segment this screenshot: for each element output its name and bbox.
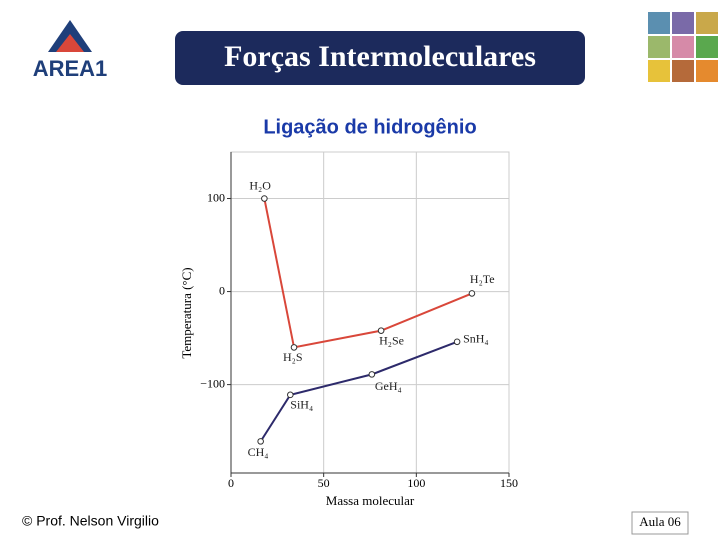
slide-subtitle: Ligação de hidrogênio [263, 116, 476, 138]
point [261, 195, 268, 202]
point [468, 290, 476, 297]
logo: AREA1 [33, 20, 108, 81]
slide-title: Forças Intermoleculares [224, 40, 536, 73]
logo-text: AREA1 [33, 56, 108, 81]
photo [648, 36, 670, 58]
point-label: H₂Te [470, 272, 495, 286]
photo [696, 12, 718, 34]
series-line [259, 340, 458, 442]
point-label: SiH₄ [290, 398, 313, 412]
y-tick-label: 0 [219, 283, 225, 297]
point-label: CH₄ [248, 445, 269, 459]
y-tick-label: 100 [207, 190, 225, 204]
point [453, 338, 461, 346]
point [368, 371, 376, 378]
point-label: H₂O [249, 178, 271, 192]
photo-collage [648, 12, 718, 82]
point [287, 391, 294, 399]
plot-frame [230, 151, 510, 474]
lesson-label: Aula 06 [639, 514, 681, 529]
title-banner [175, 31, 585, 85]
lesson-box [631, 511, 689, 535]
photo [648, 60, 670, 82]
footer: © Prof. Nelson Virgilio [22, 513, 159, 529]
photo [696, 36, 718, 58]
point-label: GeH₄ [375, 379, 402, 393]
x-tick-label: 50 [318, 476, 330, 490]
logo-shape [56, 34, 84, 52]
x-axis-title: Massa molecular [326, 493, 415, 508]
point-label: H₂S [283, 350, 303, 364]
photo [672, 12, 694, 34]
x-tick-label: 100 [407, 476, 425, 490]
point-label: SnH₄ [463, 332, 489, 346]
x-tick-label: 150 [500, 476, 518, 490]
point [257, 438, 264, 445]
y-tick-label: −100 [200, 376, 225, 390]
point [377, 327, 385, 334]
x-tick-label: 0 [228, 476, 234, 490]
photo [672, 36, 694, 58]
series-line [263, 198, 473, 349]
y-axis-title: Temperatura (°C) [179, 267, 194, 358]
photo [696, 60, 718, 82]
point-label: H₂Se [379, 333, 404, 347]
photo [672, 60, 694, 82]
point [290, 344, 298, 351]
photo [648, 12, 670, 34]
